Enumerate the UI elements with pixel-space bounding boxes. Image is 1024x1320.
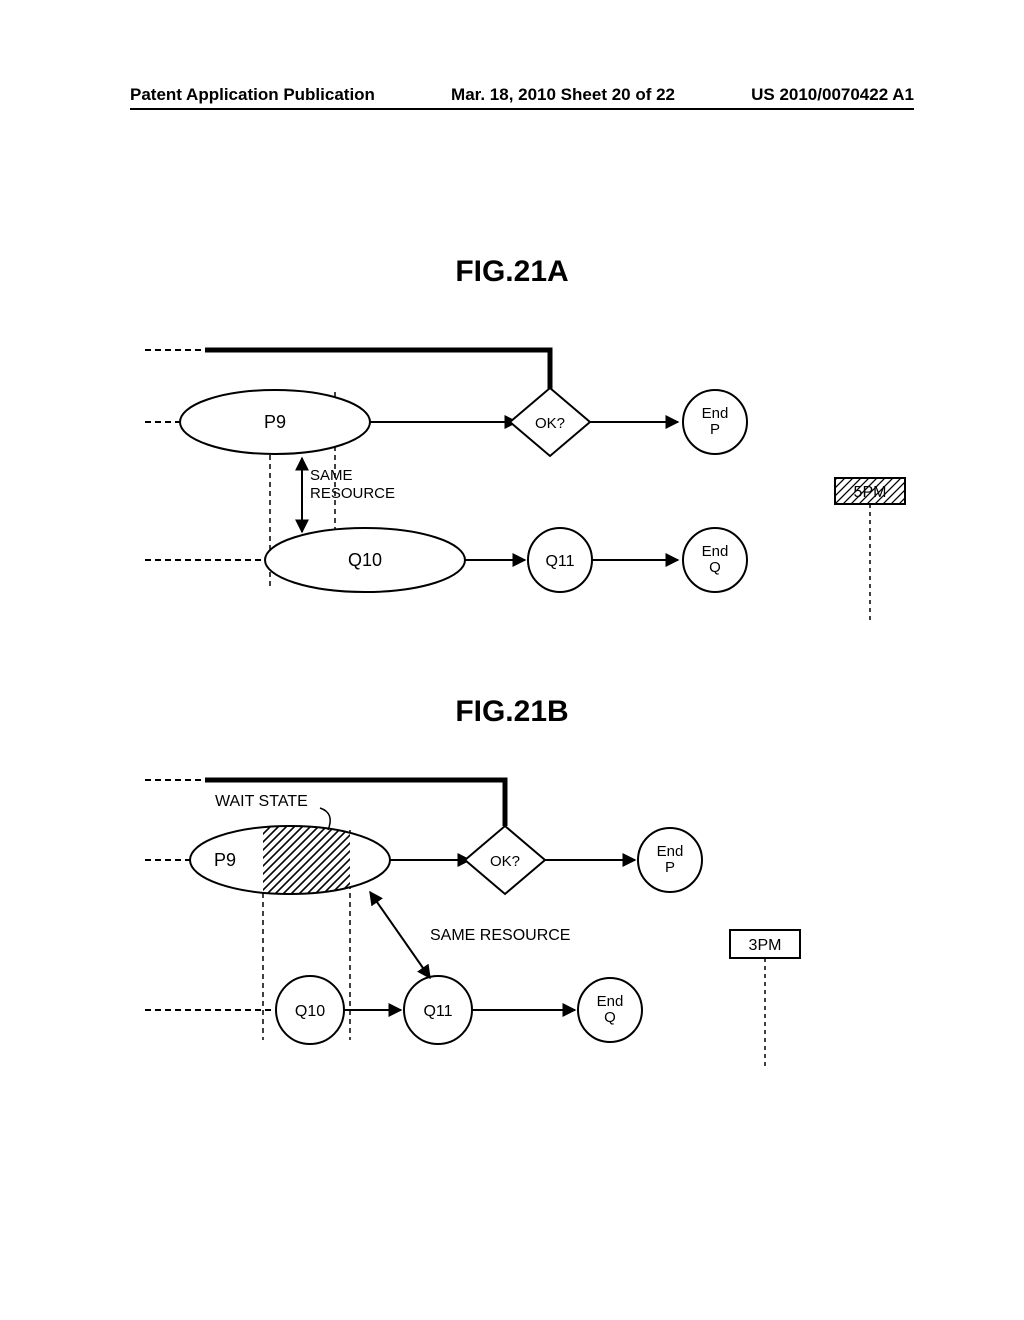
node-ok-b: OK? xyxy=(465,826,545,894)
header-right: US 2010/0070422 A1 xyxy=(751,85,914,105)
fig-21b-diagram: P9 WAIT STATE OK? End P Q10 xyxy=(145,760,925,1080)
node-ok-b-label: OK? xyxy=(490,853,520,870)
node-p9: P9 xyxy=(180,390,370,454)
node-endp-l2: P xyxy=(710,421,720,438)
node-end-p-b: End P xyxy=(638,828,702,892)
header-rule xyxy=(130,108,914,110)
node-q10: Q10 xyxy=(265,528,465,592)
node-p9-label: P9 xyxy=(264,412,286,432)
same-resource-link-b xyxy=(370,892,430,978)
top-bracket xyxy=(145,350,550,390)
wait-state-callout: WAIT STATE xyxy=(215,793,330,830)
node-p9-b: P9 xyxy=(190,826,390,894)
time-5pm-label: 5PM xyxy=(854,484,887,501)
fig-21a-title: FIG.21A xyxy=(0,255,1024,289)
node-endp-b-l2: P xyxy=(665,859,675,876)
time-3pm-label: 3PM xyxy=(749,937,782,954)
patent-page: Patent Application Publication Mar. 18, … xyxy=(0,0,1024,1320)
node-ok: OK? xyxy=(510,388,590,456)
wait-state-label: WAIT STATE xyxy=(215,793,308,810)
node-end-q: End Q xyxy=(683,528,747,592)
node-q10-b-label: Q10 xyxy=(295,1003,325,1020)
same-resource-label2: RESOURCE xyxy=(310,485,395,502)
node-q10-b: Q10 xyxy=(276,976,344,1044)
node-p9-b-label: P9 xyxy=(214,850,236,870)
node-q11-label: Q11 xyxy=(545,553,574,570)
node-q11-b: Q11 xyxy=(404,976,472,1044)
header-mid: Mar. 18, 2010 Sheet 20 of 22 xyxy=(451,85,675,105)
time-5pm: 5PM xyxy=(835,478,905,620)
page-header: Patent Application Publication Mar. 18, … xyxy=(130,85,914,105)
node-endq-l2: Q xyxy=(709,559,721,576)
node-end-p: End P xyxy=(683,390,747,454)
fig-21b-title: FIG.21B xyxy=(0,695,1024,729)
node-end-q-b: End Q xyxy=(578,978,642,1042)
node-q11-b-label: Q11 xyxy=(423,1003,452,1020)
node-endp-b-l1: End xyxy=(657,843,684,860)
top-bracket-b xyxy=(145,780,505,826)
node-q11: Q11 xyxy=(528,528,592,592)
fig-21a-diagram: P9 OK? End P Q10 Q11 xyxy=(145,330,925,630)
node-endq-l1: End xyxy=(702,543,729,560)
node-endq-b-l2: Q xyxy=(604,1009,616,1026)
time-3pm: 3PM xyxy=(730,930,800,1070)
same-resource-b-label: SAME RESOURCE xyxy=(430,927,570,944)
same-resource-label1: SAME xyxy=(310,467,353,484)
node-q10-label: Q10 xyxy=(348,550,382,570)
node-endq-b-l1: End xyxy=(597,993,624,1010)
header-left: Patent Application Publication xyxy=(130,85,375,105)
node-ok-label: OK? xyxy=(535,415,565,432)
node-endp-l1: End xyxy=(702,405,729,422)
